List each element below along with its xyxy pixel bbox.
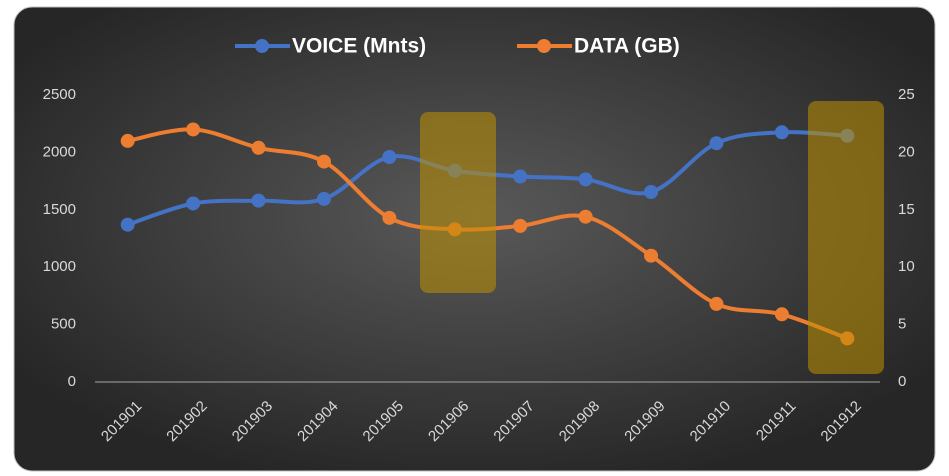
- y2-tick-label: 5: [898, 316, 906, 333]
- y2-tick-label: 15: [898, 201, 915, 218]
- legend-label: VOICE (Mnts): [292, 35, 426, 58]
- data-point: [774, 307, 789, 322]
- highlight-box: [808, 101, 884, 374]
- y-tick-label: 1500: [43, 201, 76, 218]
- data-point: [316, 154, 331, 169]
- y2-tick-label: 10: [898, 258, 915, 275]
- data-point: [382, 149, 397, 164]
- data-point: [251, 193, 266, 208]
- data-point: [709, 136, 724, 151]
- highlight-box: [420, 112, 496, 293]
- data-point: [316, 191, 331, 206]
- data-point: [120, 133, 135, 148]
- data-point: [251, 140, 266, 155]
- data-point: [120, 217, 135, 232]
- y-tick-label: 2000: [43, 143, 76, 160]
- y2-tick-label: 20: [898, 143, 915, 160]
- data-point: [774, 125, 789, 140]
- legend-marker: [537, 39, 551, 53]
- y2-tick-label: 0: [898, 373, 906, 390]
- data-point: [709, 296, 724, 311]
- data-point: [644, 185, 659, 200]
- legend-marker: [255, 39, 269, 53]
- data-point: [578, 209, 593, 224]
- y-tick-label: 0: [68, 373, 76, 390]
- data-point: [186, 122, 201, 137]
- legend-label: DATA (GB): [574, 35, 680, 58]
- y2-tick-label: 25: [898, 86, 915, 103]
- y-tick-label: 500: [51, 316, 76, 333]
- data-point: [578, 172, 593, 187]
- data-point: [513, 218, 528, 233]
- data-point: [513, 169, 528, 184]
- y-tick-label: 2500: [43, 86, 76, 103]
- data-point: [644, 248, 659, 263]
- y-tick-label: 1000: [43, 258, 76, 275]
- data-point: [382, 210, 397, 225]
- data-point: [186, 196, 201, 211]
